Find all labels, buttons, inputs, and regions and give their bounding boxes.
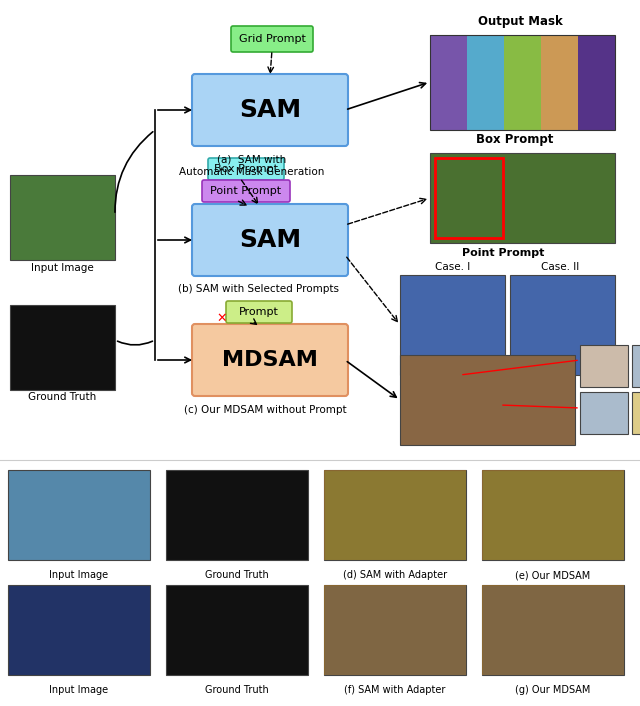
Bar [430,35,467,130]
Bar [8,470,150,560]
Bar [430,35,615,130]
Bar [166,585,308,675]
Text: Grid Prompt: Grid Prompt [239,34,305,44]
Bar [632,392,640,434]
FancyBboxPatch shape [231,26,313,52]
FancyBboxPatch shape [192,204,348,276]
Text: ✕: ✕ [217,311,227,325]
Bar [166,470,308,560]
FancyBboxPatch shape [192,74,348,146]
Bar [580,392,628,434]
Text: (f) SAM with Adapter: (f) SAM with Adapter [344,685,445,695]
Bar [482,585,624,675]
Bar [541,35,578,130]
Text: MDSAM: MDSAM [222,350,318,370]
Bar [482,470,624,560]
Text: (c) Our MDSAM without Prompt: (c) Our MDSAM without Prompt [184,405,346,415]
Text: (b) SAM with Selected Prompts: (b) SAM with Selected Prompts [177,284,339,294]
Bar [435,158,503,238]
Text: Box Prompt: Box Prompt [476,133,554,147]
Bar [504,35,541,130]
Text: Case. II: Case. II [541,262,579,272]
Text: Input Image: Input Image [49,570,109,580]
Bar [482,470,624,560]
Text: Ground Truth: Ground Truth [205,570,269,580]
Text: Point Prompt: Point Prompt [462,248,544,258]
Bar [510,275,615,375]
Bar [400,275,505,375]
Text: Output Mask: Output Mask [477,16,563,28]
Text: (d) SAM with Adapter: (d) SAM with Adapter [343,570,447,580]
Text: (e) Our MDSAM: (e) Our MDSAM [515,570,591,580]
FancyBboxPatch shape [202,180,290,202]
Bar [482,585,624,675]
Bar [10,305,115,390]
Text: Input Image: Input Image [31,263,93,273]
Text: Input Image: Input Image [49,685,109,695]
Text: SAM: SAM [239,98,301,122]
Text: Ground Truth: Ground Truth [205,685,269,695]
Bar [400,355,575,445]
FancyBboxPatch shape [208,158,284,180]
Text: Box Prompt: Box Prompt [214,164,278,174]
Bar [324,470,466,560]
Text: Prompt: Prompt [239,307,279,317]
Text: (g) Our MDSAM: (g) Our MDSAM [515,685,591,695]
Bar [580,345,628,387]
Bar [430,153,615,243]
Bar [324,470,466,560]
Bar [467,35,504,130]
Bar [324,585,466,675]
Text: SAM: SAM [239,228,301,252]
Bar [8,585,150,675]
Bar [10,175,115,260]
Bar [324,585,466,675]
FancyBboxPatch shape [226,301,292,323]
FancyBboxPatch shape [192,324,348,396]
Text: Ground Truth: Ground Truth [28,392,96,402]
Text: (a)  SAM with
Automatic Mask Generation: (a) SAM with Automatic Mask Generation [179,155,324,176]
Bar [578,35,615,130]
Text: Point Prompt: Point Prompt [211,186,282,196]
Text: Case. I: Case. I [435,262,470,272]
Bar [632,345,640,387]
